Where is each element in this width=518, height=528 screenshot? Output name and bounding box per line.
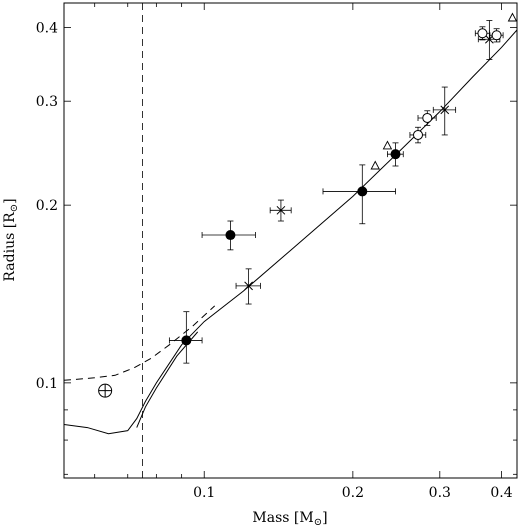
circle-plus-cross xyxy=(98,384,112,398)
data-point-cross xyxy=(440,105,450,115)
data-point-open-triangle xyxy=(382,140,393,150)
model-curve-3 xyxy=(64,305,216,381)
data-point-filled-circle xyxy=(357,186,368,197)
x-tick-label: 0.1 xyxy=(193,485,215,501)
data-point-open-circle xyxy=(413,129,424,140)
plot-area xyxy=(64,3,517,478)
y-axis-label: Radius [R⊙] xyxy=(2,198,20,281)
data-point-open-circle xyxy=(422,112,433,123)
y-tick-label: 0.1 xyxy=(36,376,58,392)
y-tick-label: 0.2 xyxy=(36,198,58,214)
data-point-cross xyxy=(276,205,286,215)
data-point-filled-circle xyxy=(390,149,401,160)
x-axis-label: Mass [M⊙] xyxy=(252,510,327,528)
model-curve-2 xyxy=(136,331,199,428)
data-point-filled-circle xyxy=(181,335,192,346)
data-point-open-circle xyxy=(477,28,488,39)
y-tick-label: 0.4 xyxy=(36,20,58,36)
data-point-open-triangle xyxy=(507,12,517,22)
y-tick-label: 0.3 xyxy=(36,94,58,110)
axis-ticks: 0.1 0.2 0.3 0.4 0.1 0.2 0.3 0.4 xyxy=(36,3,517,501)
data-point-open-circle xyxy=(491,30,502,41)
data-point-open-triangle xyxy=(370,160,380,170)
data-point-cross xyxy=(244,281,253,291)
x-tick-label: 0.2 xyxy=(342,485,364,501)
x-tick-label: 0.3 xyxy=(429,485,451,501)
model-curve-1 xyxy=(64,29,517,435)
data-point-filled-circle xyxy=(225,230,236,241)
x-tick-label: 0.4 xyxy=(490,485,512,501)
plot-frame xyxy=(63,2,518,479)
